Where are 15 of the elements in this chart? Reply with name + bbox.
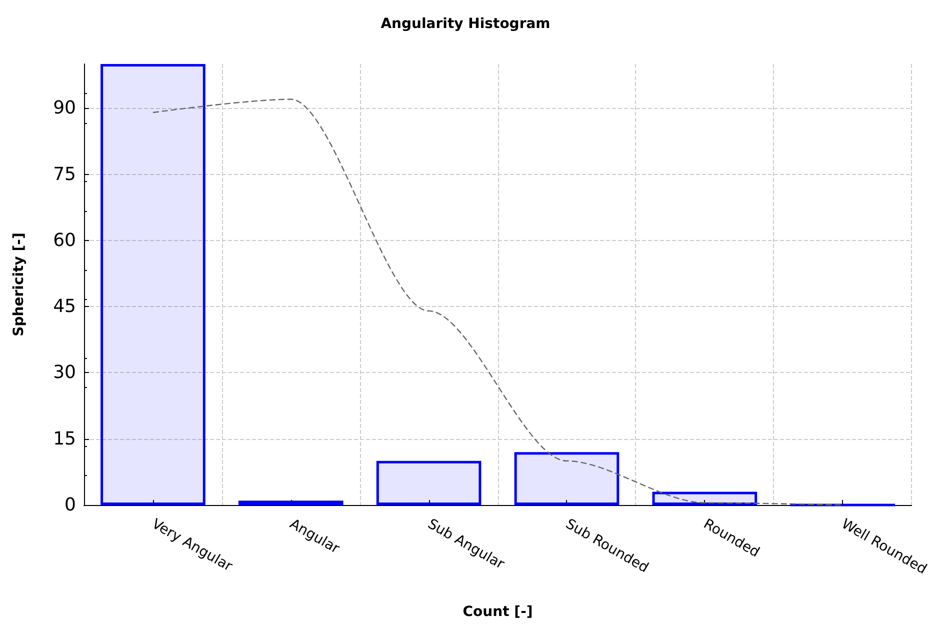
- chart-title: Angularity Histogram: [380, 16, 550, 32]
- x-axis-title: Count [-]: [462, 604, 533, 620]
- y-tick-label: 45: [53, 296, 76, 318]
- y-tick-label: 75: [53, 164, 76, 185]
- bar: [376, 460, 482, 505]
- bar: [652, 492, 758, 505]
- bar: [100, 64, 206, 505]
- y-tick-label: 15: [53, 428, 76, 450]
- line-series: [152, 98, 844, 506]
- y-tick-label: 90: [53, 98, 76, 119]
- bar: [514, 452, 620, 505]
- y-tick-label: 0: [64, 494, 76, 516]
- y-axis-title: Sphericity [-]: [11, 232, 27, 336]
- y-tick-label: 30: [53, 362, 76, 384]
- y-tick-label: 60: [53, 230, 76, 251]
